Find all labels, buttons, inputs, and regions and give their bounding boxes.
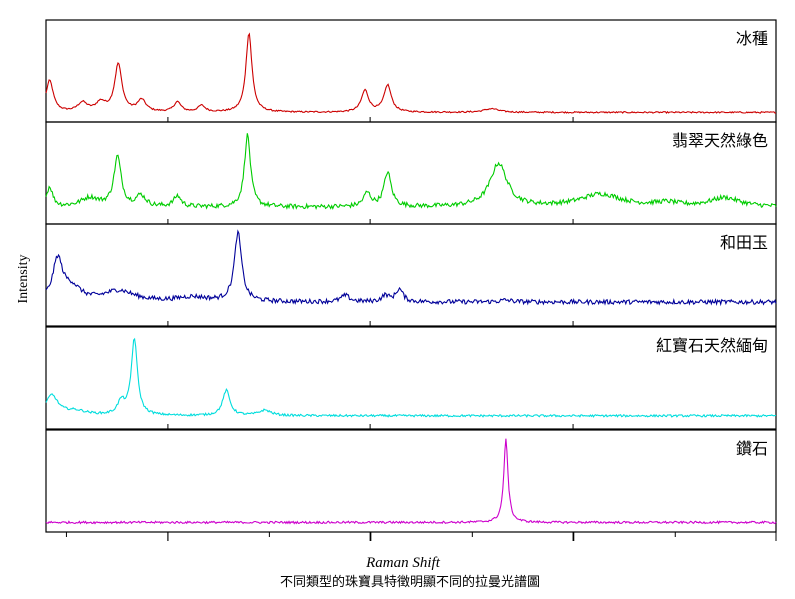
- series-label: 紅寶石天然緬甸: [656, 336, 768, 355]
- spectrum-line: [45, 32, 776, 115]
- panel-frame: [45, 326, 777, 430]
- panel-frame: [45, 223, 777, 327]
- y-axis-title: Intensity: [16, 255, 31, 304]
- figure-caption: 不同類型的珠寶具特徵明顯不同的拉曼光譜圖: [280, 574, 540, 590]
- panel-frame: [45, 19, 777, 123]
- spectrum-line: [45, 229, 777, 307]
- series-label: 鑽石: [736, 439, 768, 458]
- spectrum-line: [45, 337, 777, 418]
- series-label: 和田玉: [720, 233, 768, 252]
- series-label: 翡翠天然綠色: [672, 131, 768, 150]
- spectrum-line: [45, 438, 777, 525]
- panel-frame: [45, 429, 777, 533]
- x-axis-title: Raman Shift: [365, 555, 441, 571]
- series-label: 冰種: [736, 29, 768, 48]
- spectrum-line: [45, 133, 777, 210]
- panel-frame: [45, 121, 777, 225]
